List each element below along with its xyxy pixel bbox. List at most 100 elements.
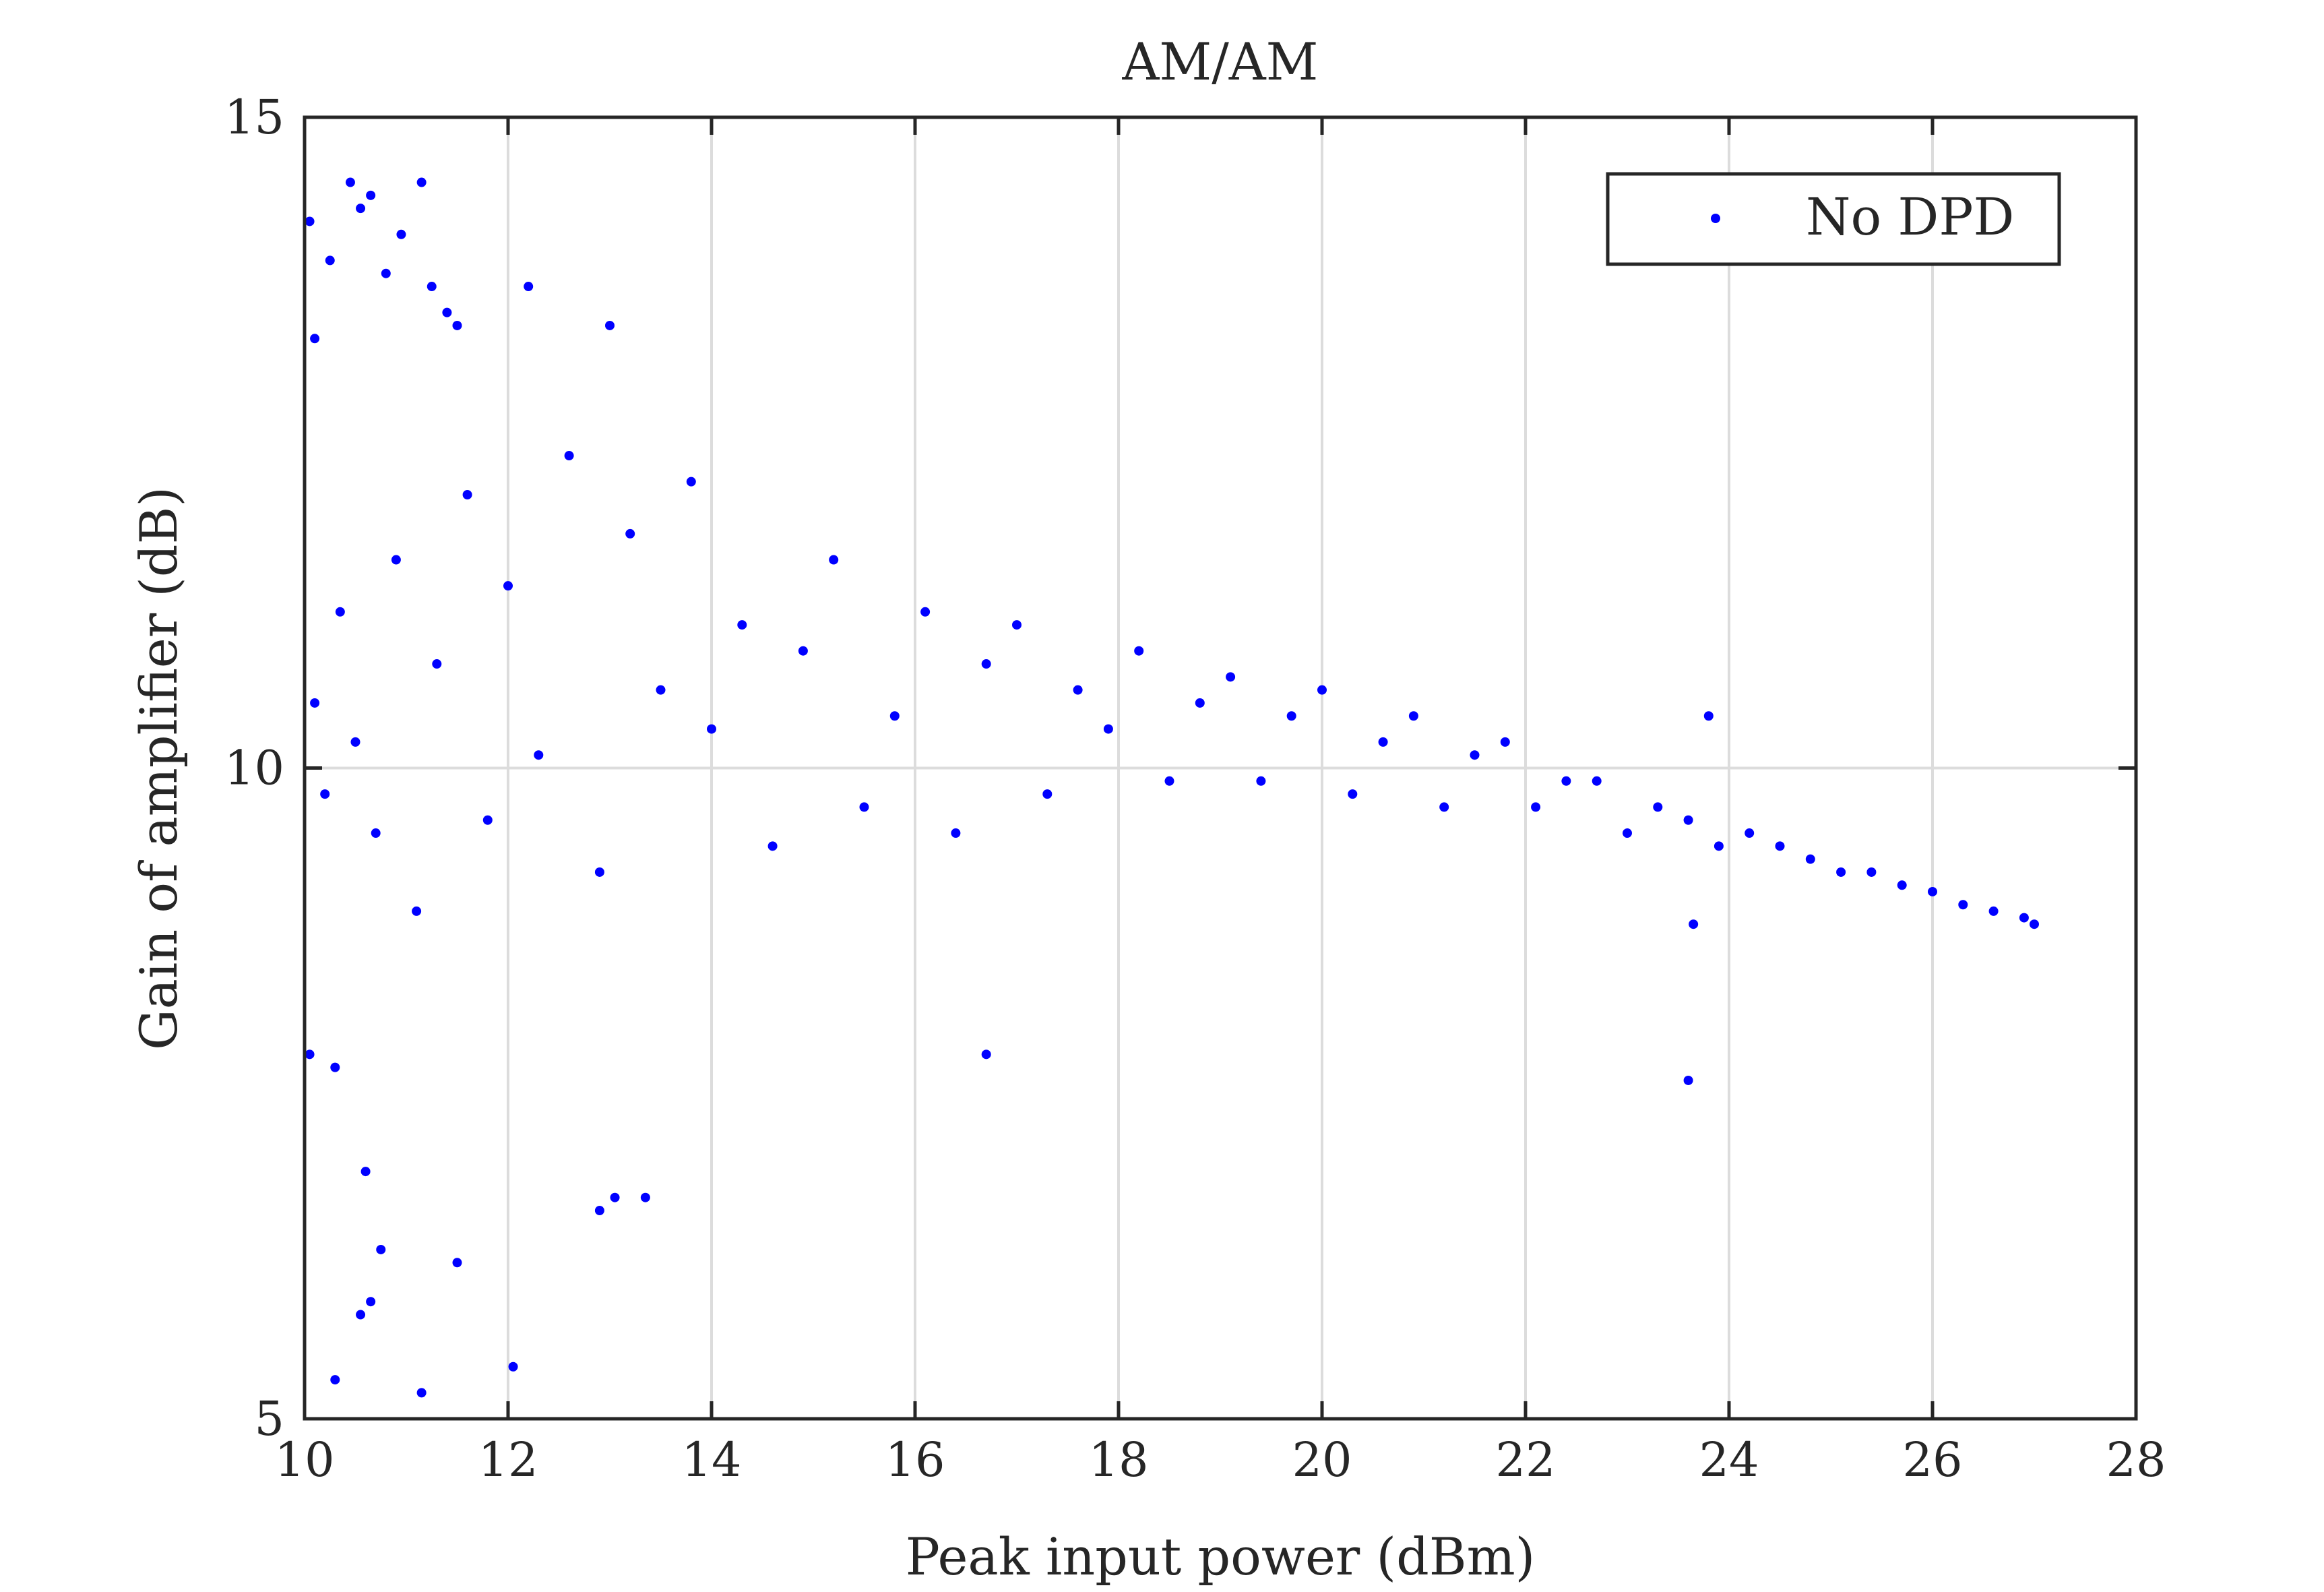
legend-label: No DPD bbox=[1806, 187, 2014, 247]
x-tick-label: 18 bbox=[1088, 1432, 1148, 1488]
data-point bbox=[305, 1049, 315, 1060]
y-tick-label: 5 bbox=[254, 1391, 284, 1446]
data-point bbox=[508, 1361, 518, 1372]
data-point bbox=[371, 828, 381, 838]
data-point bbox=[442, 307, 452, 317]
data-point bbox=[1703, 711, 1714, 721]
data-point bbox=[610, 1192, 620, 1202]
data-point bbox=[360, 1167, 371, 1177]
data-point bbox=[345, 177, 355, 187]
data-point bbox=[391, 555, 401, 565]
data-point bbox=[1775, 841, 1785, 851]
data-point bbox=[1012, 620, 1022, 630]
x-tick-label: 24 bbox=[1699, 1432, 1759, 1488]
data-point bbox=[1042, 789, 1053, 799]
data-point bbox=[1378, 737, 1388, 747]
data-point bbox=[1623, 828, 1632, 838]
data-point bbox=[1317, 685, 1327, 695]
data-point bbox=[2030, 919, 2039, 929]
data-point bbox=[1928, 886, 1937, 896]
data-point bbox=[356, 204, 366, 214]
data-point bbox=[482, 815, 493, 825]
data-point bbox=[981, 1049, 991, 1060]
data-point bbox=[1745, 828, 1755, 838]
data-point bbox=[325, 255, 335, 266]
data-point bbox=[1103, 724, 1113, 734]
x-tick-label: 20 bbox=[1292, 1432, 1352, 1488]
data-point bbox=[330, 1375, 340, 1385]
legend: No DPD bbox=[1606, 172, 2061, 266]
data-points bbox=[305, 177, 2039, 1398]
data-point bbox=[707, 724, 716, 734]
data-point bbox=[366, 1297, 376, 1307]
legend-box bbox=[1606, 172, 2061, 266]
x-tick-label: 26 bbox=[1902, 1432, 1962, 1488]
data-point bbox=[1256, 776, 1266, 786]
x-tick-label: 14 bbox=[681, 1432, 741, 1488]
data-point bbox=[656, 685, 666, 695]
legend-marker bbox=[1711, 214, 1720, 223]
x-axis-label: Peak input power (dBm) bbox=[906, 1527, 1536, 1587]
data-point bbox=[594, 867, 604, 877]
x-tick-label: 22 bbox=[1495, 1432, 1555, 1488]
axes bbox=[303, 115, 2138, 1421]
data-point bbox=[381, 268, 391, 278]
data-point bbox=[1592, 776, 1602, 786]
data-point bbox=[981, 659, 991, 669]
data-point bbox=[432, 659, 442, 669]
x-tick-label: 10 bbox=[274, 1432, 334, 1488]
data-point bbox=[859, 802, 869, 812]
data-point bbox=[350, 737, 360, 747]
data-point bbox=[320, 789, 330, 799]
data-point bbox=[1805, 854, 1815, 864]
data-point bbox=[889, 711, 900, 721]
data-point bbox=[1439, 802, 1449, 812]
data-point bbox=[1348, 789, 1358, 799]
data-point bbox=[1164, 776, 1174, 786]
data-point bbox=[920, 607, 931, 617]
data-point bbox=[310, 698, 320, 708]
x-tick-label: 16 bbox=[885, 1432, 945, 1488]
data-point bbox=[1683, 815, 1693, 825]
data-point bbox=[829, 555, 839, 565]
y-tick-label: 10 bbox=[224, 741, 284, 796]
data-point bbox=[1836, 867, 1846, 877]
data-point bbox=[524, 282, 534, 292]
data-point bbox=[1866, 867, 1877, 877]
data-point bbox=[427, 282, 437, 292]
data-point bbox=[564, 451, 574, 461]
data-point bbox=[366, 190, 376, 200]
data-point bbox=[1195, 698, 1205, 708]
data-point bbox=[1958, 900, 1968, 910]
data-point bbox=[737, 620, 747, 630]
data-point bbox=[640, 1192, 650, 1202]
data-point bbox=[1073, 685, 1083, 695]
data-point bbox=[310, 334, 320, 344]
data-point bbox=[767, 841, 778, 851]
data-point bbox=[396, 229, 406, 239]
data-point bbox=[462, 489, 472, 499]
data-point bbox=[503, 581, 513, 591]
x-tick-label: 12 bbox=[478, 1432, 538, 1488]
data-point bbox=[605, 320, 615, 330]
data-point bbox=[625, 528, 635, 539]
data-point bbox=[1134, 646, 1144, 656]
y-axis-label: Gain of amplifier (dB) bbox=[129, 487, 189, 1050]
chart-title: AM/AM bbox=[1121, 32, 1318, 92]
data-point bbox=[2019, 913, 2029, 923]
data-point bbox=[376, 1244, 386, 1254]
x-tick-label: 28 bbox=[2106, 1432, 2166, 1488]
data-point bbox=[330, 1062, 340, 1072]
data-point bbox=[335, 607, 345, 617]
data-point bbox=[594, 1206, 604, 1216]
data-point bbox=[452, 320, 462, 330]
data-point bbox=[798, 646, 808, 656]
data-point bbox=[1286, 711, 1296, 721]
data-point bbox=[1897, 880, 1907, 890]
data-point bbox=[452, 1258, 462, 1268]
data-point bbox=[1714, 841, 1724, 851]
data-point bbox=[1226, 672, 1236, 682]
data-point bbox=[686, 477, 696, 487]
